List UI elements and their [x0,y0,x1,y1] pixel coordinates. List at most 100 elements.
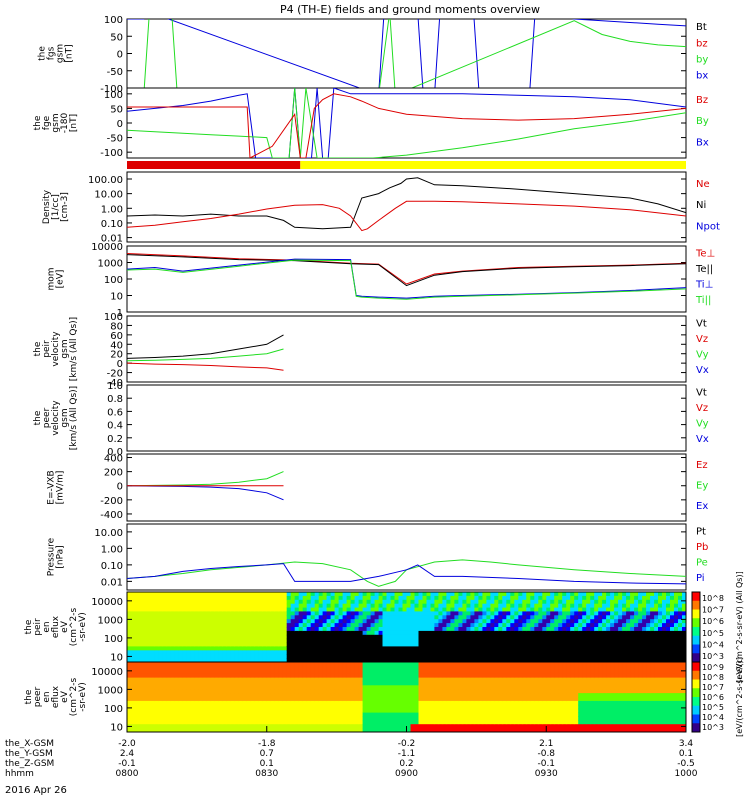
heatmap-cell [346,638,352,644]
heatmap-cell [522,630,527,636]
heatmap-cell [570,619,575,624]
heatmap-cell [498,650,503,655]
heatmap-cell [462,642,467,647]
heatmap-cell [498,712,503,717]
heatmap-cell [318,630,324,636]
legend-entry: Ti⊥ [695,279,713,290]
heatmap-cell [170,638,176,644]
heatmap-cell [362,700,368,706]
heatmap-cell [654,646,659,651]
heatmap-cell [322,642,328,647]
heatmap-cell [131,724,136,729]
heatmap-cell [586,603,591,609]
series-Vt [127,334,284,359]
heatmap-cell [322,728,328,733]
heatmap-cell [426,716,431,721]
heatmap-cell [143,708,148,714]
heatmap-cell [478,720,483,725]
heatmap-cell [174,642,180,647]
heatmap-cell [242,724,248,729]
heatmap-cell [270,638,276,644]
heatmap-cell [190,720,196,725]
heatmap-cell [426,673,431,679]
heatmap-cell [582,700,587,706]
heatmap-cell [246,665,252,671]
heatmap-cell [538,634,543,640]
heatmap-cell [562,708,567,714]
heatmap-cell [562,681,567,686]
heatmap-cell [602,708,607,714]
heatmap-cell [498,627,503,632]
heatmap-cell [558,630,563,636]
heatmap-cell [266,634,272,640]
legend-entry: Vz [696,403,708,414]
heatmap-cell [530,720,535,725]
heatmap-cell [434,619,439,624]
heatmap-cell [286,689,292,694]
heatmap-cell [582,724,587,729]
heatmap-cell [354,700,360,706]
heatmap-cell [526,712,531,717]
heatmap-cell [258,634,264,640]
heatmap-cell [518,708,523,714]
legend-entry: Pb [696,542,708,553]
heatmap-cell [206,708,212,714]
heatmap-cell [166,669,172,675]
heatmap-cell [342,619,348,624]
heatmap-cell [442,677,447,682]
heatmap-cell [634,595,639,601]
heatmap-cell [566,697,571,702]
heatmap-cell [550,599,555,605]
heatmap-cell [222,712,228,717]
heatmap-cell [558,677,563,682]
heatmap-cell [334,650,340,655]
heatmap-cell [422,642,427,647]
heatmap-cell [530,627,535,632]
heatmap-cell [222,627,228,632]
heatmap-cell [618,650,623,655]
heatmap-cell [290,615,296,620]
heatmap-cell [302,716,308,721]
heatmap-cell [578,689,583,694]
heatmap-cell [298,704,304,710]
heatmap-cell [306,646,312,651]
heatmap-cell [262,708,268,714]
heatmap-cell [178,712,184,717]
heatmap-cell [338,700,344,706]
heatmap-cell [354,611,360,616]
heatmap-cell [482,697,487,702]
heatmap-cell [458,646,463,651]
heatmap-cell [570,665,575,671]
heatmap-cell [294,619,300,624]
heatmap-cell [498,716,503,721]
heatmap-cell [362,646,368,651]
heatmap-cell [658,595,663,601]
heatmap-cell [474,603,479,609]
heatmap-cell [618,685,623,690]
y-tick-label: 0.2 [107,434,123,445]
heatmap-cell [414,689,419,694]
heatmap-cell [214,607,220,612]
heatmap-cell [322,693,328,698]
heatmap-cell [242,689,248,694]
heatmap-cell [590,665,595,671]
heatmap-cell [354,697,360,702]
heatmap-cell [246,638,252,644]
heatmap-cell [406,673,411,679]
heatmap-cell [318,685,324,690]
heatmap-cell [246,642,252,647]
heatmap-cell [614,685,619,690]
heatmap-cell [506,642,511,647]
heatmap-cell [510,681,515,686]
heatmap-cell [226,630,232,636]
heatmap-cell [450,681,455,686]
heatmap-cell [318,728,324,733]
heatmap-cell [374,650,380,655]
heatmap-cell [574,673,579,679]
heatmap-cell [254,662,260,667]
heatmap-cell [394,712,399,717]
heatmap-cell [442,607,447,612]
heatmap-cell [318,638,324,644]
heatmap-cell [638,642,643,647]
heatmap-cell [474,704,479,710]
